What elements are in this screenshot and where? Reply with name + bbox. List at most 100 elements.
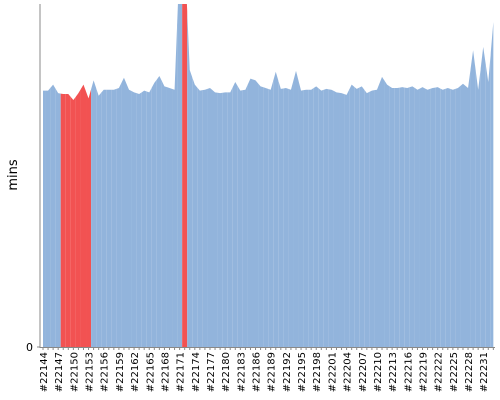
build-area <box>485 52 491 347</box>
build-area <box>389 86 395 347</box>
build-area <box>172 25 178 347</box>
build-area <box>111 88 117 347</box>
build-area <box>177 4 183 347</box>
build-area <box>247 78 253 347</box>
build-area <box>252 79 259 347</box>
build-area <box>268 80 274 347</box>
x-tick-label: #22210 <box>373 352 384 392</box>
build-area <box>354 86 360 347</box>
x-tick-label: #22228 <box>464 352 475 392</box>
x-tick-label: #22144 <box>39 352 50 392</box>
build-area <box>445 88 451 347</box>
build-area <box>237 86 243 347</box>
build-area <box>475 68 481 347</box>
build-area <box>258 83 264 347</box>
build-area <box>379 76 385 347</box>
build-area <box>344 89 350 347</box>
build-area <box>369 90 375 347</box>
build-area <box>212 90 218 347</box>
build-area <box>50 84 56 347</box>
build-area <box>273 71 279 347</box>
build-area <box>202 88 208 347</box>
x-tick-label: #22171 <box>176 352 187 392</box>
build-area <box>323 88 329 347</box>
x-tick-label: #22174 <box>191 352 202 392</box>
build-area <box>399 87 405 347</box>
x-tick-label: #22195 <box>297 352 308 392</box>
x-tick-label: #22180 <box>221 352 232 392</box>
build-area <box>116 82 122 347</box>
build-area <box>151 79 157 347</box>
build-area <box>101 89 107 347</box>
build-area <box>232 82 238 347</box>
x-tick-label: #22168 <box>160 352 171 392</box>
x-tick-label: #22216 <box>403 352 414 392</box>
build-area <box>435 87 441 347</box>
x-tick-label: #22153 <box>85 352 96 392</box>
build-area <box>374 83 380 347</box>
build-area <box>80 84 87 347</box>
x-tick-label: #22147 <box>54 352 65 392</box>
build-area <box>430 87 436 347</box>
build-area <box>187 11 193 347</box>
build-area <box>409 86 415 347</box>
build-area <box>227 87 233 347</box>
build-area <box>339 92 345 347</box>
build-area <box>364 89 370 347</box>
x-tick-label: #22192 <box>282 352 293 392</box>
x-tick-label: #22186 <box>252 352 263 392</box>
x-tick-label: #22198 <box>312 352 323 392</box>
build-area <box>242 84 248 347</box>
build-area <box>384 80 390 347</box>
build-area <box>460 83 466 347</box>
build-area <box>146 87 152 347</box>
build-area <box>70 96 76 347</box>
build-area <box>298 80 304 347</box>
build-area <box>217 92 223 347</box>
x-tick-label: #22165 <box>145 352 156 392</box>
build-area <box>43 90 46 347</box>
build-area <box>106 89 112 347</box>
build-area <box>440 88 446 347</box>
build-area <box>121 77 127 347</box>
build-area <box>141 90 147 347</box>
build-area <box>404 87 410 347</box>
build-area <box>166 87 173 347</box>
x-tick-label: #22219 <box>419 352 430 392</box>
build-area <box>333 91 340 347</box>
build-area <box>288 80 294 347</box>
x-tick-label: #22159 <box>115 352 126 392</box>
build-area <box>303 89 309 347</box>
x-tick-label: #22204 <box>343 352 354 392</box>
x-tick-label: #22189 <box>267 352 278 392</box>
x-tick-label: #22213 <box>388 352 399 392</box>
build-area <box>318 88 324 347</box>
x-tick-label: #22231 <box>479 352 490 392</box>
build-area <box>161 81 167 347</box>
build-area <box>126 83 132 347</box>
build-area <box>359 86 365 347</box>
x-tick-label: #22177 <box>206 352 217 392</box>
x-tick-label: #22225 <box>449 352 460 392</box>
build-area <box>293 70 299 347</box>
x-tick-label: #22183 <box>236 352 247 392</box>
build-area <box>60 93 66 347</box>
build-area <box>197 87 203 347</box>
x-tick-label: #22207 <box>358 352 369 392</box>
build-area <box>182 4 188 347</box>
build-area <box>394 87 400 347</box>
x-tick-label: #22222 <box>434 352 445 392</box>
plot-area <box>43 4 494 347</box>
build-area <box>349 84 355 347</box>
build-area <box>414 88 420 347</box>
build-area <box>55 88 61 347</box>
build-area <box>131 91 137 347</box>
x-tick-label: #22162 <box>130 352 141 392</box>
build-area <box>65 94 71 347</box>
build-area <box>278 80 284 347</box>
build-area <box>136 92 142 347</box>
build-area <box>450 88 456 347</box>
build-area <box>75 88 81 347</box>
build-area <box>207 88 213 347</box>
